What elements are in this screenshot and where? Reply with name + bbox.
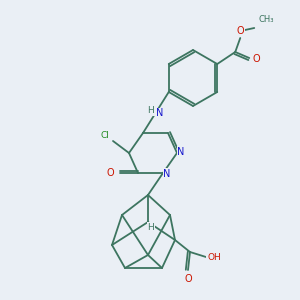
Text: H: H (148, 223, 154, 232)
Text: O: O (184, 274, 192, 284)
Text: Cl: Cl (100, 130, 109, 140)
Text: CH₃: CH₃ (258, 16, 274, 25)
Text: H: H (148, 106, 154, 115)
Text: O: O (236, 26, 244, 36)
Text: N: N (163, 169, 171, 179)
Text: N: N (156, 109, 164, 118)
Text: O: O (106, 168, 114, 178)
Text: O: O (252, 54, 260, 64)
Text: N: N (177, 147, 185, 157)
Text: OH: OH (207, 254, 221, 262)
